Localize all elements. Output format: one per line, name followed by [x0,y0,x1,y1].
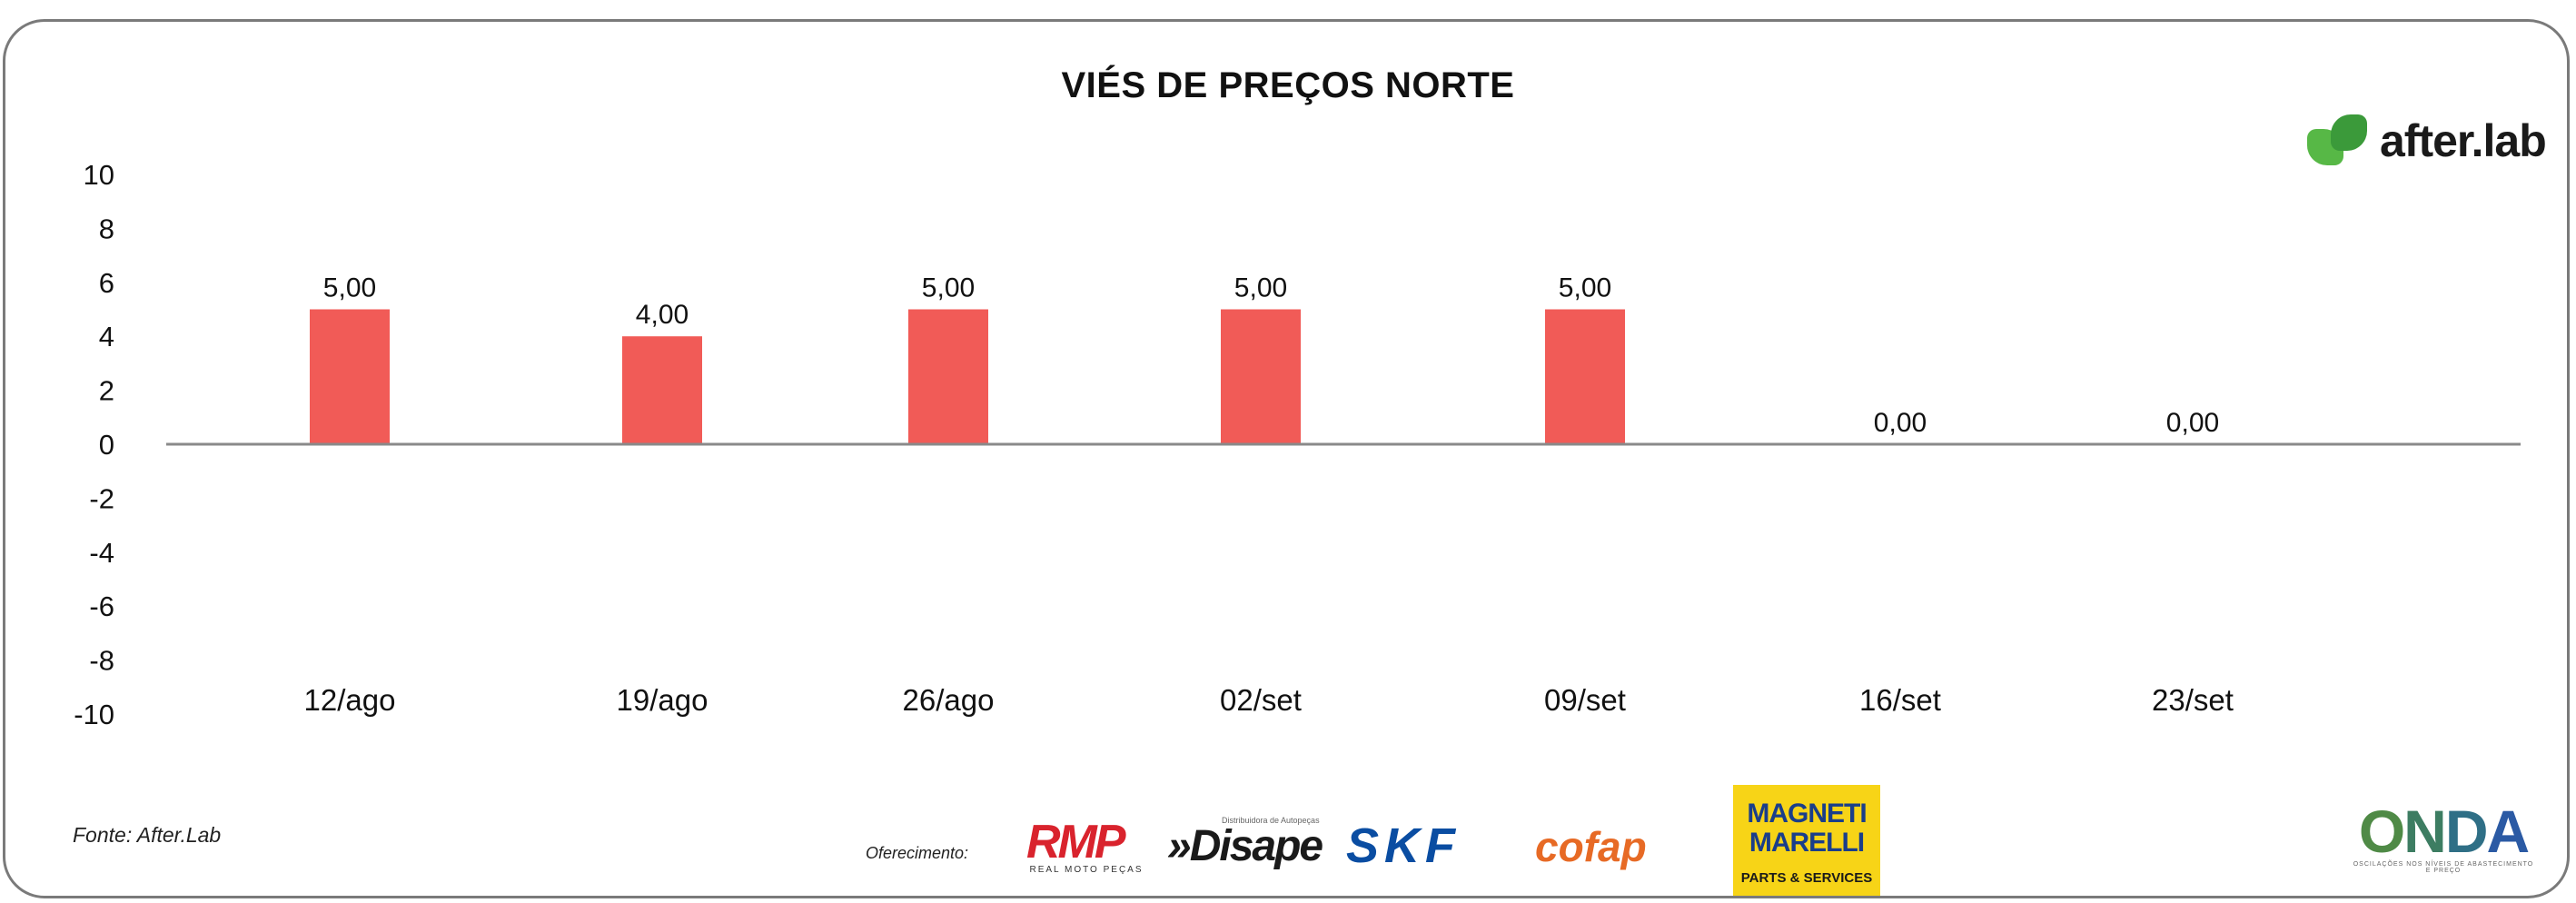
bar [1545,309,1625,444]
afterlab-logo: after.lab [2307,114,2547,167]
data-label: 5,00 [1559,273,1611,303]
y-tick-label: 8 [99,213,114,244]
bar [310,309,390,444]
x-tick-label: 23/set [2152,683,2234,717]
y-tick-label: -2 [89,482,114,514]
y-tick-label: 10 [84,159,114,191]
bar [622,336,702,444]
y-axis: 10 8 6 4 2 0 -2 -4 -6 -8 -10 [74,159,114,730]
x-axis: 12/ago 19/ago 26/ago 02/set 09/set 16/set 23/s… [304,683,2234,717]
source-note: Fonte: After.Lab [73,823,222,847]
x-tick-label: 12/ago [304,683,396,717]
magneti-marelli-logo: MAGNETI MARELLI PARTS & SERVICES [1733,785,1880,896]
bar [908,309,988,444]
rmp-logo-text: RMP [1026,816,1126,868]
sponsor-label: Oferecimento: [866,844,969,862]
bars [310,309,1625,444]
disape-logo: Distribuidora de Autopeças »Disape [1167,816,1323,870]
skf-logo: SKF [1346,819,1461,873]
y-tick-label: 0 [99,429,114,461]
data-label: 5,00 [1234,273,1287,303]
onda-logo-subtext: OSCILAÇÕES NOS NÍVEIS DE ABASTECIMENTO E… [2353,861,2534,874]
cofap-logo: cofap [1535,823,1647,870]
y-tick-label: 4 [99,321,114,352]
x-tick-label: 16/set [1859,683,1941,717]
magneti-logo-line1: MAGNETI [1747,799,1867,829]
magneti-logo-subtext: PARTS & SERVICES [1740,870,1873,886]
y-tick-label: 2 [99,375,114,407]
onda-logo-text: ONDA [2358,798,2530,865]
afterlab-logo-text: after.lab [2380,115,2547,166]
data-label: 5,00 [323,273,376,303]
bar [1221,309,1301,444]
afterlab-mark-icon [2307,114,2371,167]
onda-logo: ONDA OSCILAÇÕES NOS NÍVEIS DE ABASTECIME… [2351,801,2536,874]
data-label: 0,00 [2166,408,2219,438]
x-tick-label: 26/ago [903,683,995,717]
chart-title: VIÉS DE PREÇOS NORTE [1061,65,1515,105]
x-tick-label: 02/set [1220,683,1302,717]
data-labels: 5,00 4,00 5,00 5,00 5,00 0,00 0,00 [323,273,2219,439]
x-tick-label: 09/set [1544,683,1626,717]
rmp-logo: RMP REAL MOTO PEÇAS [1026,819,1146,875]
chart-frame [3,19,2570,898]
disape-logo-text: »Disape [1167,822,1323,870]
y-tick-label: -8 [89,645,114,677]
data-label: 0,00 [1874,408,1927,438]
y-tick-label: -6 [89,590,114,622]
x-tick-label: 19/ago [617,683,708,717]
y-tick-label: 6 [99,267,114,299]
y-tick-label: -10 [74,699,114,730]
magneti-logo-line2: MARELLI [1749,828,1865,858]
data-label: 5,00 [922,273,975,303]
disape-logo-tagline: Distribuidora de Autopeças [1222,816,1320,825]
y-tick-label: -4 [89,537,114,569]
data-label: 4,00 [636,300,689,330]
rmp-logo-subtext: REAL MOTO PEÇAS [1029,865,1144,875]
